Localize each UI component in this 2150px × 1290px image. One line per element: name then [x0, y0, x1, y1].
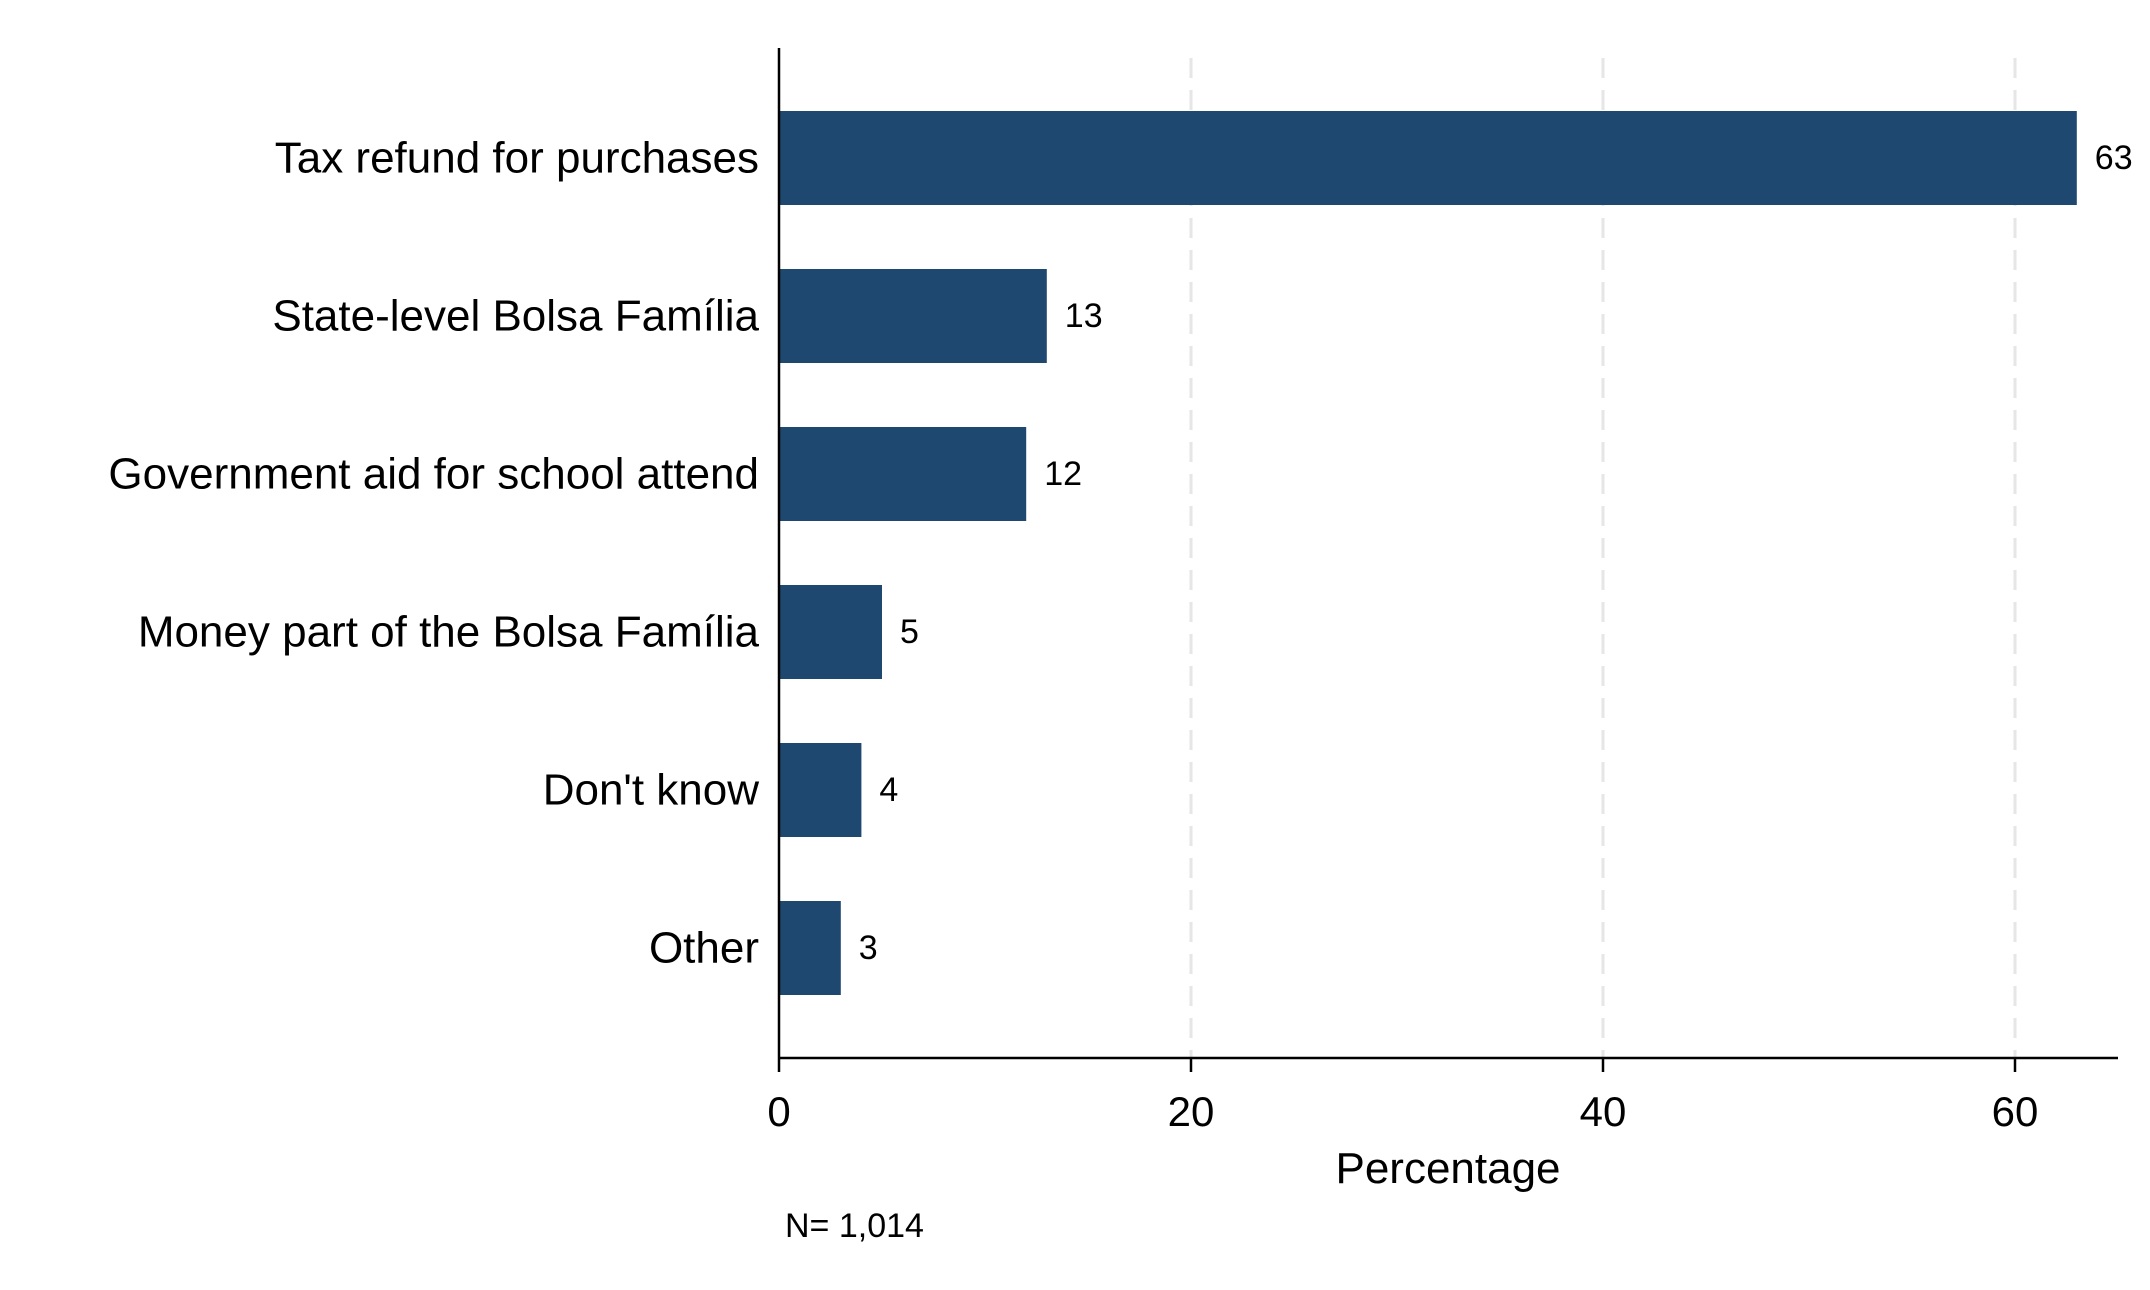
bar-5: [779, 901, 841, 995]
bar-1: [779, 269, 1047, 363]
bar-0: [779, 111, 2077, 205]
axes: [777, 48, 2118, 1060]
sample-size-note: N= 1,014: [785, 1207, 924, 1245]
gridlines: [1189, 58, 2017, 1058]
bars: [779, 111, 2077, 995]
category-label-2: Government aid for school attend: [108, 450, 759, 499]
category-labels: Tax refund for purchases State-level Bols…: [108, 134, 759, 973]
category-label-3: Money part of the Bolsa Família: [138, 608, 760, 657]
value-label-4: 4: [879, 771, 898, 809]
value-labels: 63 13 12 5 4 3: [859, 139, 2133, 967]
category-label-4: Don't know: [543, 766, 760, 815]
x-axis-ticks: 0 20 40 60: [767, 1058, 2038, 1135]
x-tick-label-40: 40: [1580, 1088, 1627, 1135]
x-axis-title: Percentage: [1335, 1144, 1560, 1193]
bar-4: [779, 743, 862, 837]
value-label-2: 12: [1044, 455, 1082, 493]
value-label-3: 5: [900, 613, 919, 651]
value-label-1: 13: [1065, 297, 1103, 335]
category-label-0: Tax refund for purchases: [275, 134, 759, 183]
category-label-1: State-level Bolsa Família: [272, 292, 759, 341]
x-tick-label-0: 0: [767, 1088, 790, 1135]
bar-3: [779, 585, 882, 679]
value-label-0: 63: [2095, 139, 2133, 177]
x-tick-label-20: 20: [1168, 1088, 1215, 1135]
value-label-5: 3: [859, 929, 878, 967]
x-tick-label-60: 60: [1992, 1088, 2039, 1135]
bar-2: [779, 427, 1027, 521]
category-label-5: Other: [649, 924, 759, 973]
